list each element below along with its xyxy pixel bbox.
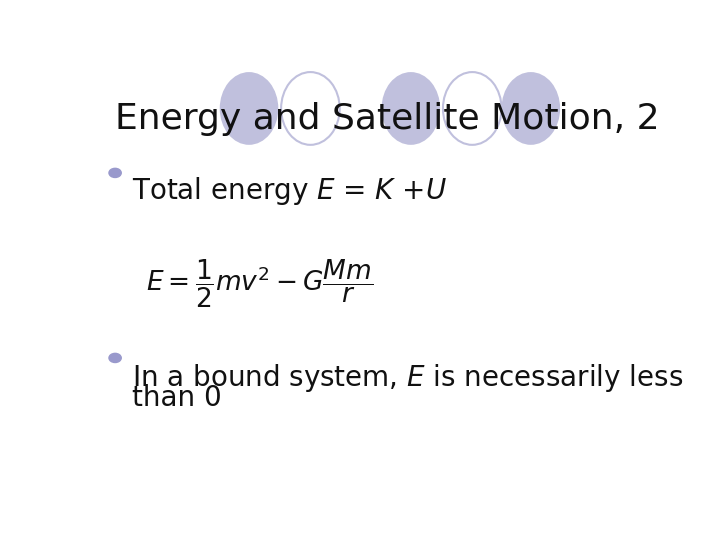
Ellipse shape xyxy=(281,72,340,145)
Ellipse shape xyxy=(443,72,502,145)
Text: $E = \dfrac{1}{2}mv^{2} - G\dfrac{Mm}{r}$: $E = \dfrac{1}{2}mv^{2} - G\dfrac{Mm}{r}… xyxy=(145,258,373,310)
Circle shape xyxy=(109,353,121,362)
Text: Energy and Satellite Motion, 2: Energy and Satellite Motion, 2 xyxy=(115,102,660,136)
Ellipse shape xyxy=(220,72,279,145)
Text: In a bound system, $\mathit{E}$ is necessarily less: In a bound system, $\mathit{E}$ is neces… xyxy=(132,362,683,394)
Text: Total energy $\mathit{E}$ = $\mathit{K}$ +$\mathit{U}$: Total energy $\mathit{E}$ = $\mathit{K}$… xyxy=(132,175,447,207)
Ellipse shape xyxy=(382,72,440,145)
Circle shape xyxy=(109,168,121,178)
Ellipse shape xyxy=(502,72,560,145)
Text: than 0: than 0 xyxy=(132,384,222,413)
